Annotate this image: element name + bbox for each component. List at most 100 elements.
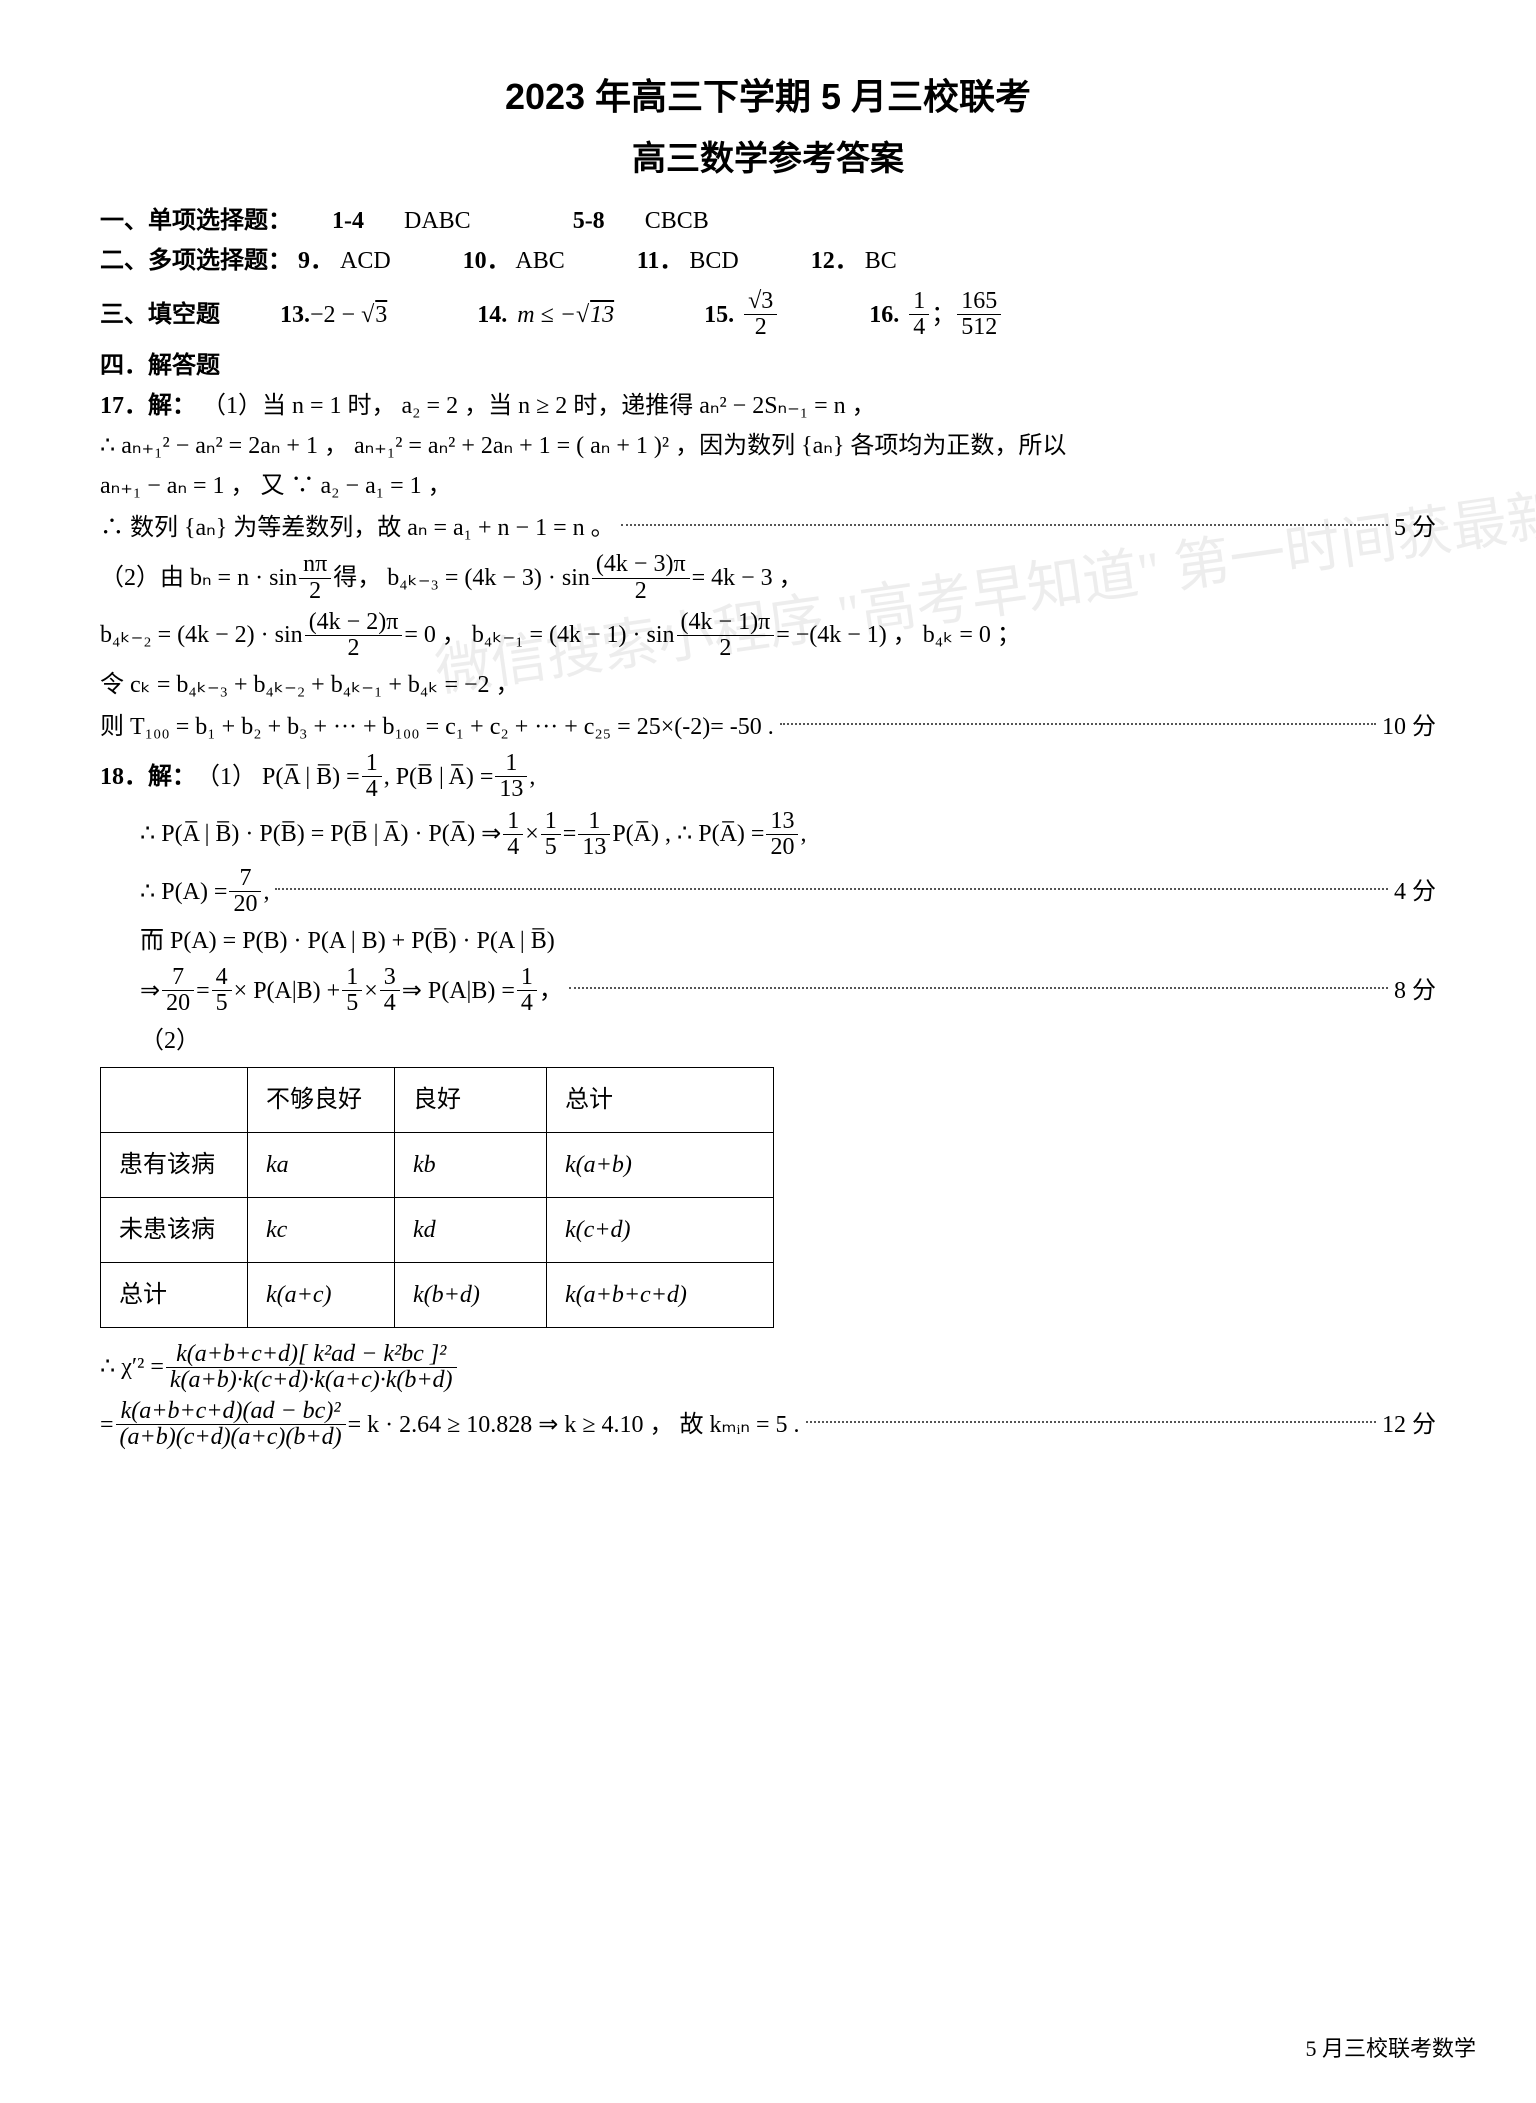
q17-line2: ∴ aₙ₊₁² − aₙ² = 2aₙ + 1 ， aₙ₊₁² = aₙ² + … xyxy=(100,428,1436,464)
score-8: 8 分 xyxy=(1394,973,1436,1009)
cell-r2c0: 未患该病 xyxy=(101,1197,248,1262)
n: 1 xyxy=(362,751,382,777)
q16a-num: 1 xyxy=(909,289,929,315)
q17-line6: b₄ₖ₋₂ = (4k − 2) · sin (4k − 2)π 2 = 0 ，… xyxy=(100,610,1436,661)
q13-sqrt: 3 xyxy=(374,302,387,328)
section-3-label: 三、填空题 xyxy=(100,297,220,333)
section-1-label: 一、单项选择题： xyxy=(100,208,292,234)
section-3: 三、填空题 13. −2 − √3 14. m ≤ −√13 15. √3 2 … xyxy=(100,289,1436,340)
q18-head: 18．解： xyxy=(100,759,196,795)
section-2: 二、多项选择题： 9． ACD 10． ABC 11． BCD 12． BC xyxy=(100,243,1436,279)
cell-r2c1: kc xyxy=(248,1197,395,1262)
q18-l5-f4: 34 xyxy=(380,965,400,1016)
q16-label: 16. xyxy=(869,297,899,333)
q18-l5e: ⇒ P(A|B) = xyxy=(402,973,515,1009)
q18-l2-f3: 113 xyxy=(578,809,610,860)
f2n: (4k − 1)π xyxy=(677,610,775,636)
q18-l1-f2: 1 13 xyxy=(495,751,527,802)
n: 1 xyxy=(503,809,523,835)
cell-h0 xyxy=(101,1067,248,1132)
cell-r3c3: k(a+b+c+d) xyxy=(547,1262,774,1327)
q18-l2c: = xyxy=(563,816,577,852)
q18-l5-f3: 15 xyxy=(342,965,362,1016)
q10-ans: ABC xyxy=(515,248,564,274)
q18-l5a: ⇒ xyxy=(140,973,160,1009)
n: 1 xyxy=(517,965,537,991)
cell-r1c1: ka xyxy=(248,1132,395,1197)
q17-l6-f1: (4k − 2)π 2 xyxy=(305,610,403,661)
s1-range-1: 1-4 xyxy=(332,208,364,234)
q16a-ans: 1 4 xyxy=(909,289,929,340)
chi-f1: k(a+b+c+d)[ k²ad − k²bc ]² k(a+b)·k(c+d)… xyxy=(166,1342,457,1393)
q13-ans: −2 − √3 xyxy=(310,297,387,333)
score-4: 4 分 xyxy=(1394,874,1436,910)
q17-line5: （2）由 bₙ = n · sin nπ 2 得， b₄ₖ₋₃ = (4k − … xyxy=(100,552,1436,603)
table-row: 总计 k(a+c) k(b+d) k(a+b+c+d) xyxy=(101,1262,774,1327)
q18-l1a: （1） P(A̅ | B̅) = xyxy=(196,759,360,795)
q17-line3: aₙ₊₁ − aₙ = 1 ， 又 ∵ a₂ − a₁ = 1 ， xyxy=(100,468,1436,504)
q15-num: √3 xyxy=(744,289,777,315)
n: 7 xyxy=(229,866,261,892)
chi-l1a: ∴ χ′² = xyxy=(100,1349,164,1385)
cell-r2c2: kd xyxy=(395,1197,547,1262)
f2d: 2 xyxy=(677,636,775,661)
q18-part2: （2） xyxy=(100,1023,1436,1059)
q18-l2b: × xyxy=(525,816,539,852)
table-row: 患有该病 ka kb k(a+b) xyxy=(101,1132,774,1197)
cell-r1c0: 患有该病 xyxy=(101,1132,248,1197)
d: k(a+b)·k(c+d)·k(a+c)·k(b+d) xyxy=(166,1368,457,1393)
q18-l2d: P(A̅) , ∴ P(A̅) = xyxy=(612,816,764,852)
q18-l2-f2: 15 xyxy=(541,809,561,860)
f1d: 2 xyxy=(305,636,403,661)
q16b-num: 165 xyxy=(957,289,1001,315)
q17-l1: （1）当 n = 1 时， a₂ = 2 ，当 n ≥ 2 时，递推得 aₙ² … xyxy=(202,393,876,419)
d: 20 xyxy=(162,991,194,1016)
q18-l5c: × P(A|B) + xyxy=(234,973,341,1009)
q9-label: 9． xyxy=(298,248,334,274)
d: (a+b)(c+d)(a+c)(b+d) xyxy=(116,1425,346,1450)
q18-l1-f1: 1 4 xyxy=(362,751,382,802)
f2d: 2 xyxy=(592,579,690,604)
q11-ans: BCD xyxy=(689,248,738,274)
n: 1 xyxy=(342,965,362,991)
score-10: 10 分 xyxy=(1382,709,1436,745)
n: 1 xyxy=(541,809,561,835)
q17-l6-end: = −(4k − 1) ， b₄ₖ = 0 ； xyxy=(776,617,1021,653)
n: k(a+b+c+d)[ k²ad − k²bc ]² xyxy=(166,1342,457,1368)
q17-head: 17．解： xyxy=(100,393,196,419)
q18-l2a: ∴ P(A̅ | B̅) · P(B̅) = P(B̅ | A̅) · P(A̅… xyxy=(140,816,501,852)
doc-title-1: 2023 年高三下学期 5 月三校联考 xyxy=(100,70,1436,124)
q18-l5f: ， xyxy=(539,973,563,1009)
f1n: (4k − 2)π xyxy=(305,610,403,636)
q9-ans: ACD xyxy=(340,248,391,274)
n: 4 xyxy=(212,965,232,991)
q17-l5-f1: nπ 2 xyxy=(299,552,331,603)
q12-label: 12． xyxy=(811,248,859,274)
q17-l6-pre: b₄ₖ₋₂ = (4k − 2) · sin xyxy=(100,617,303,653)
n: 1 xyxy=(578,809,610,835)
q18-line2: ∴ P(A̅ | B̅) · P(B̅) = P(B̅ | A̅) · P(A̅… xyxy=(100,809,1436,860)
q14-sqrt: 13 xyxy=(589,302,614,328)
q18-l3a: ∴ P(A) = xyxy=(140,874,227,910)
q10-label: 10． xyxy=(463,248,511,274)
q17-line7: 令 cₖ = b₄ₖ₋₃ + b₄ₖ₋₂ + b₄ₖ₋₁ + b₄ₖ = −2 … xyxy=(100,667,1436,703)
d: 4 xyxy=(503,835,523,860)
dotlead xyxy=(780,723,1376,725)
q18-line4: 而 P(A) = P(B) · P(A | B) + P(B̅) · P(A |… xyxy=(100,923,1436,959)
s1-ans-1: DABC xyxy=(404,208,471,234)
q15-ans: √3 2 xyxy=(744,289,777,340)
d: 4 xyxy=(517,991,537,1016)
page: 2023 年高三下学期 5 月三校联考 高三数学参考答案 一、单项选择题： 1-… xyxy=(0,0,1536,1496)
d: 5 xyxy=(342,991,362,1016)
q17-l5-pre: （2）由 bₙ = n · sin xyxy=(100,560,297,596)
chi-f2: k(a+b+c+d)(ad − bc)² (a+b)(c+d)(a+c)(b+d… xyxy=(116,1399,346,1450)
section-2-label: 二、多项选择题： xyxy=(100,248,292,274)
q17-line4: ∴ 数列 {aₙ} 为等差数列，故 aₙ = a₁ + n − 1 = n 。 xyxy=(100,510,615,546)
contingency-table: 不够良好 良好 总计 患有该病 ka kb k(a+b) 未患该病 kc kd … xyxy=(100,1067,774,1328)
q18-l2e: , xyxy=(800,816,806,852)
f2n: (4k − 3)π xyxy=(592,552,690,578)
q13-label: 13. xyxy=(280,297,310,333)
f1d: 2 xyxy=(299,579,331,604)
cell-h1: 不够良好 xyxy=(248,1067,395,1132)
cell-r3c0: 总计 xyxy=(101,1262,248,1327)
